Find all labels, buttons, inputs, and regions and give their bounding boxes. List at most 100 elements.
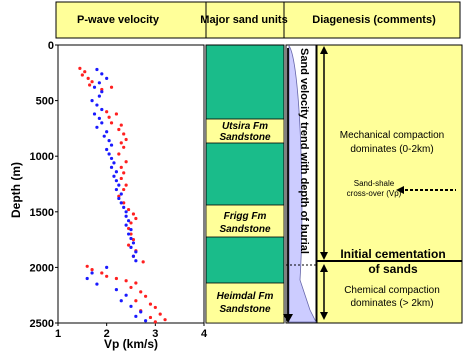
header-bar [55,1,461,39]
blue-data-point [100,107,104,112]
red-data-point [117,127,121,132]
plot-frame [57,44,205,324]
blue-data-point [97,81,101,85]
plot-area: 0 500 1000 1500 2000 2500 1 2 3 4 [30,40,208,340]
red-data-point [90,268,94,272]
blue-data-point [95,103,99,107]
red-data-point [100,87,104,92]
blue-data-point [95,67,99,72]
unit-heimdal: Heimdal Fm Sandstone [205,282,285,324]
blue-data-point [100,72,104,76]
red-data-point [122,201,126,205]
y-tick-label: 2500 [30,318,54,330]
red-data-point [129,232,133,236]
blue-data-point [100,121,104,125]
red-data-point [122,187,126,192]
blue-data-point [124,223,128,227]
chemical-comment-line1: Chemical compaction [344,285,440,296]
blue-data-point [114,170,118,174]
cementation-line2: of sands [368,262,418,276]
red-data-point [109,85,114,89]
blue-data-point [119,201,123,205]
red-data-point [148,315,153,320]
blue-data-point [107,152,111,156]
y-ticks: 0 500 1000 1500 2000 2500 [30,40,58,330]
blue-data-point [126,219,131,223]
x-tick-label: 4 [201,328,208,340]
red-data-point [117,152,121,156]
red-data-point [122,132,126,136]
y-tick-label: 1000 [30,151,54,163]
red-data-point [134,299,138,303]
red-data-point [129,221,133,225]
crossover-line1: Sand-shale [354,179,395,188]
red-data-point [109,121,114,125]
red-data-point [86,76,90,80]
red-data-point [131,212,136,216]
red-data-point [153,320,157,324]
blue-data-point [129,304,133,308]
y-tick-label: 500 [36,96,54,108]
blue-data-point [112,161,116,165]
chemical-comment-line2: dominates (> 2km) [350,298,433,309]
blue-data-point [114,288,118,292]
y-tick-label: 2000 [30,262,54,274]
red-data-point [148,302,153,306]
unit-utsira-line1: Utsira Fm [222,121,268,132]
blue-data-point [114,187,118,192]
blue-data-point [117,196,121,201]
blue-data-point [105,130,109,134]
mechanical-comment-line2: dominates (0-2km) [350,144,433,155]
blue-data-point [114,179,118,183]
x-axis-label: Vp (km/s) [104,337,158,351]
blue-data-point [131,254,136,258]
red-data-point [141,260,145,264]
blue-data-point [134,314,138,318]
blue-data-point [131,241,136,245]
header-sand-units: Major sand units [200,14,287,26]
red-data-point [124,137,128,142]
unit-heimdal-line1: Heimdal Fm [217,291,274,302]
blue-data-point [124,214,128,218]
red-data-point [122,171,126,175]
unit-utsira-line2: Sandstone [219,132,271,143]
red-data-point [90,80,94,84]
y-tick-label: 1500 [30,207,54,219]
sand-units-column [205,44,285,324]
red-data-point [129,285,133,290]
blue-data-point [90,99,94,103]
red-data-point [100,271,104,275]
red-data-point [134,216,138,221]
red-data-point [107,115,111,119]
blue-data-point [124,210,128,214]
mechanical-comment-line1: Mechanical compaction [340,130,445,141]
x-tick-label: 1 [55,328,61,340]
red-data-point [88,83,92,87]
red-data-point [131,238,136,242]
blue-data-point [109,143,114,147]
blue-data-point [92,112,97,116]
red-data-point [119,141,123,145]
blue-data-point [105,76,109,80]
blue-data-point [92,85,97,89]
crossover-line2: cross-over (Vp) [347,189,402,198]
blue-data-point [119,192,123,196]
red-data-point [126,207,131,212]
red-data-point [105,110,109,114]
header-diagenesis: Diagenesis (comments) [312,14,436,26]
red-data-point [126,243,131,247]
red-data-point [78,66,82,70]
blue-data-point [102,134,106,138]
blue-data-point [129,245,133,249]
red-data-point [119,165,123,169]
blue-data-point [97,94,101,98]
blue-data-point [134,250,138,254]
blue-data-point [129,236,133,241]
header-pwave: P-wave velocity [77,14,160,26]
x-tick-label: 3 [152,328,158,340]
cementation-line1: Initial cementation [340,247,445,261]
red-data-point [134,281,138,285]
red-data-point [83,70,87,74]
blue-data-point [129,227,133,232]
blue-data-point [139,310,143,314]
